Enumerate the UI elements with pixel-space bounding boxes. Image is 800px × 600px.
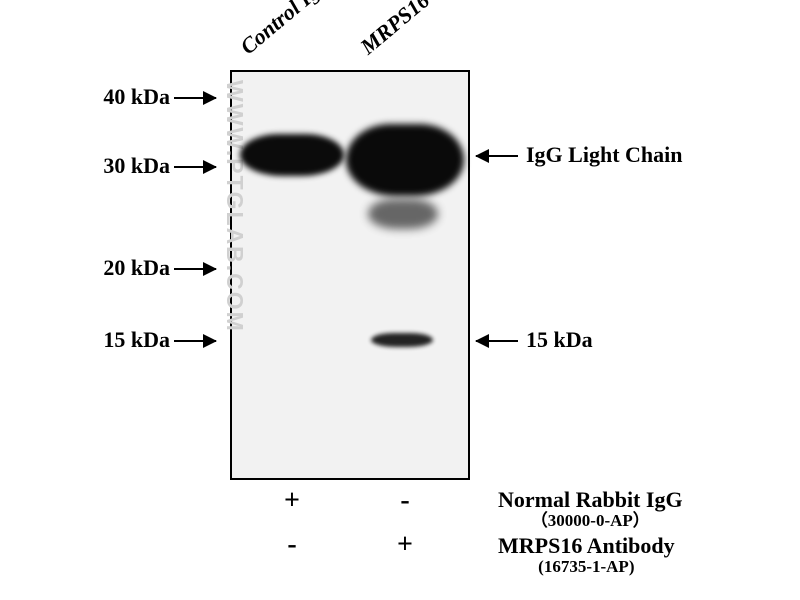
mw-label-15: 15 kDa (70, 327, 170, 353)
right-arrow-15kda (476, 340, 518, 342)
band-mrps16-igglc (346, 124, 464, 196)
label-normal-rabbit-igg-sub: （30000-0-AP） (498, 512, 683, 531)
pm-r0c0: + (280, 485, 304, 517)
mw-arrow-40 (174, 97, 216, 99)
pm-r1c0: - (280, 529, 304, 561)
right-arrow-igglc (476, 155, 518, 157)
right-label-15kda: 15 kDa (526, 327, 593, 353)
mw-label-15-text: 15 kDa (103, 327, 170, 352)
mw-label-30: 30 kDa (70, 153, 170, 179)
mw-arrow-15 (174, 340, 216, 342)
mw-arrow-20 (174, 268, 216, 270)
mw-label-20-text: 20 kDa (103, 255, 170, 280)
mw-arrow-30 (174, 166, 216, 168)
mw-label-20: 20 kDa (70, 255, 170, 281)
figure-root: Control IgG MRPS16 WWW.PTGLAB.COM 40 kDa… (0, 0, 800, 600)
band-control-igglc (240, 134, 344, 176)
right-label-igglc-text: IgG Light Chain (526, 142, 683, 167)
lane-header-mrps16: MRPS16 (355, 0, 434, 60)
mw-label-30-text: 30 kDa (103, 153, 170, 178)
label-mrps16-ab-sub: (16735-1-AP) (498, 558, 675, 577)
lane-header-control: Control IgG (235, 0, 336, 60)
pm-r1c1: + (393, 529, 417, 561)
lane-header-control-text: Control IgG (235, 0, 336, 59)
label-normal-rabbit-igg-main: Normal Rabbit IgG (498, 488, 683, 512)
lane-header-mrps16-text: MRPS16 (355, 0, 434, 59)
right-label-igglc: IgG Light Chain (526, 142, 683, 168)
band-mrps16-igglc-smear (368, 199, 438, 229)
band-mrps16-15kda (371, 333, 433, 347)
label-mrps16-ab-main: MRPS16 Antibody (498, 534, 675, 558)
mw-label-40-text: 40 kDa (103, 84, 170, 109)
right-label-15kda-text: 15 kDa (526, 327, 593, 352)
label-mrps16-ab: MRPS16 Antibody (16735-1-AP) (498, 534, 675, 577)
mw-label-40: 40 kDa (70, 84, 170, 110)
label-normal-rabbit-igg: Normal Rabbit IgG （30000-0-AP） (498, 488, 683, 531)
pm-r0c1: - (393, 485, 417, 517)
